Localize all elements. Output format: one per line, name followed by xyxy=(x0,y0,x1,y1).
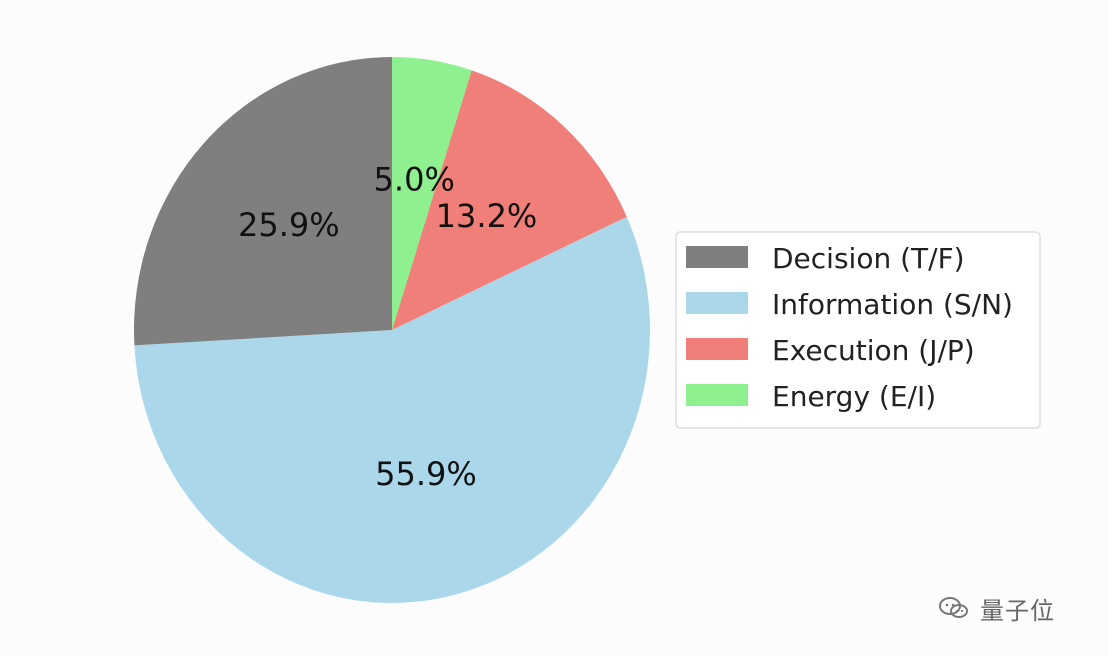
legend-label-execution: Execution (J/P) xyxy=(772,334,975,367)
legend-label-decision: Decision (T/F) xyxy=(772,242,965,275)
legend-swatch-decision xyxy=(686,246,748,268)
legend-label-energy: Energy (E/I) xyxy=(772,380,936,413)
pie-label-execution: 13.2% xyxy=(436,197,538,235)
pie-slices xyxy=(134,57,650,603)
pie-slice-decision xyxy=(134,57,392,346)
pie-slice-energy xyxy=(392,57,472,330)
wechat-icon xyxy=(939,597,968,618)
legend-item-decision: Decision (T/F) xyxy=(686,242,965,275)
pie-slice-information xyxy=(134,216,650,603)
legend-swatch-execution xyxy=(686,338,748,360)
watermark: 量子位 xyxy=(936,592,1086,625)
watermark-text: 量子位 xyxy=(980,596,1055,625)
legend-item-information: Information (S/N) xyxy=(686,288,1013,321)
legend: Decision (T/F) Information (S/N) Executi… xyxy=(675,231,1041,429)
legend-swatch-energy xyxy=(686,384,748,406)
legend-item-energy: Energy (E/I) xyxy=(686,380,936,413)
pie-label-information: 55.9% xyxy=(375,455,477,493)
legend-swatch-information xyxy=(686,292,748,314)
slice-labels: 5.0%13.2% 55.9% 25.9% xyxy=(238,161,537,493)
pie-label-decision: 25.9% xyxy=(238,206,340,244)
legend-box xyxy=(675,231,1041,429)
legend-label-information: Information (S/N) xyxy=(772,288,1013,321)
pie-slice-execution xyxy=(392,70,627,330)
pie-label-energy: 5.0% xyxy=(374,161,455,199)
legend-item-execution: Execution (J/P) xyxy=(686,334,975,367)
